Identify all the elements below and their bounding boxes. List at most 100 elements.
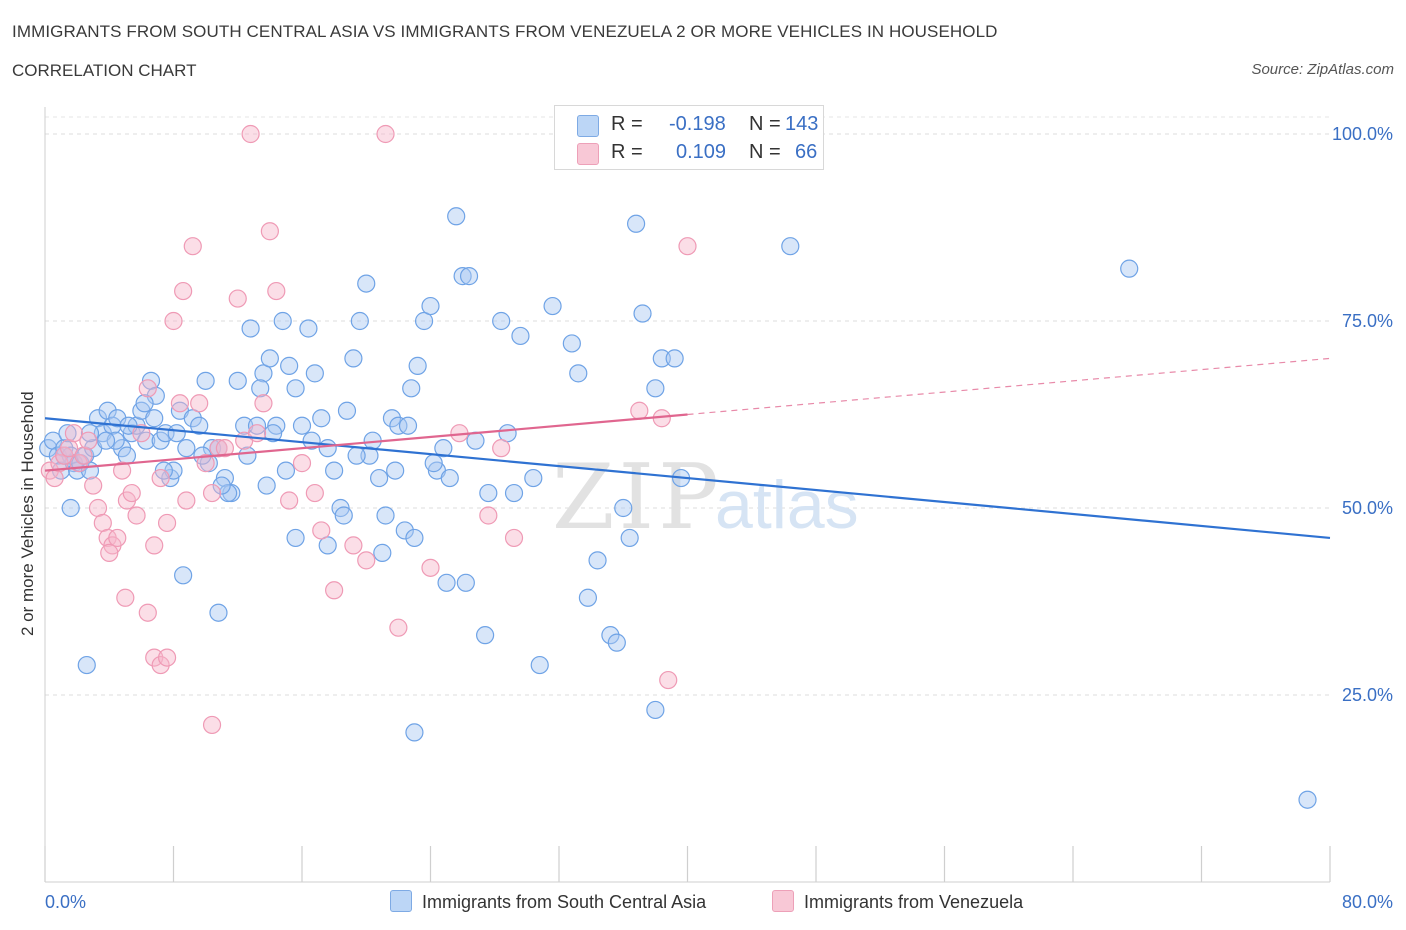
legend-r-label: R =	[611, 141, 643, 163]
data-point	[135, 394, 154, 413]
trend-line-venezuela	[44, 413, 688, 472]
legend-n-value: 66	[795, 141, 818, 163]
data-point	[241, 319, 260, 338]
data-point	[646, 379, 665, 398]
data-point	[280, 356, 299, 375]
data-point	[151, 468, 170, 488]
data-point	[251, 379, 270, 398]
data-point	[174, 566, 193, 585]
data-point	[405, 528, 424, 548]
legend-swatch-pink	[577, 143, 599, 165]
data-point	[350, 311, 369, 331]
data-point	[578, 588, 598, 607]
data-point	[395, 521, 414, 540]
data-point	[337, 401, 357, 420]
data-point	[112, 461, 132, 480]
data-point	[202, 483, 222, 503]
data-point	[299, 319, 318, 338]
x-tick-labels: 0.0% 80.0%	[45, 892, 1393, 912]
correlation-legend: R = -0.198 N = 143 R = 0.109 N = 66	[554, 105, 824, 170]
data-point	[286, 379, 305, 398]
data-point	[157, 648, 177, 667]
data-point	[254, 394, 273, 413]
data-point	[414, 311, 434, 331]
data-point	[421, 558, 440, 577]
data-point	[190, 416, 209, 435]
legend-r-value: 0.109	[676, 141, 727, 163]
y-tick-label: 25.0%	[1342, 685, 1393, 705]
data-point	[122, 483, 141, 503]
data-point	[398, 416, 418, 435]
data-point	[652, 349, 671, 368]
data-point	[202, 715, 222, 735]
data-point	[386, 461, 405, 480]
data-point	[569, 364, 588, 383]
data-point	[209, 439, 228, 458]
data-point	[164, 311, 183, 331]
bottom-legend-venezuela: Immigrants from Venezuela	[772, 890, 1023, 913]
data-point	[64, 424, 84, 443]
data-point	[79, 431, 98, 450]
data-point	[370, 468, 389, 488]
data-point	[145, 409, 164, 428]
data-point	[108, 528, 127, 548]
data-point	[100, 543, 119, 562]
data-point	[238, 446, 257, 465]
data-point	[254, 364, 273, 383]
legend-r-value: -0.198	[669, 113, 726, 135]
data-point	[292, 454, 312, 473]
data-point	[312, 521, 331, 540]
data-point	[504, 528, 524, 548]
data-point	[302, 431, 321, 450]
legend-n-value: 143	[785, 113, 819, 135]
x-tick-label: 80.0%	[1342, 892, 1393, 912]
data-point	[601, 626, 620, 645]
data-point	[61, 498, 80, 518]
data-point	[170, 394, 190, 413]
data-point	[633, 304, 652, 323]
data-point	[318, 439, 337, 458]
chart-title: IMMIGRANTS FROM SOUTH CENTRAL ASIA VS IM…	[12, 22, 998, 41]
bottom-legend-swatch-pink	[772, 890, 794, 912]
data-point	[257, 476, 276, 495]
trend-line-south-central-asia	[44, 417, 1331, 540]
watermark: ZIP atlas	[552, 445, 859, 550]
data-point	[209, 603, 228, 622]
data-point	[504, 483, 524, 503]
data-point	[402, 379, 421, 398]
gridlines	[45, 116, 1330, 696]
trend-lines	[44, 357, 1331, 540]
data-point	[476, 626, 495, 645]
data-point	[280, 491, 299, 510]
data-point	[167, 424, 186, 443]
data-point	[466, 431, 485, 450]
data-point	[228, 371, 247, 390]
data-point	[157, 513, 177, 533]
series-venezuela-points	[40, 124, 697, 735]
data-point	[424, 454, 443, 473]
data-point	[437, 573, 456, 592]
data-point	[511, 326, 530, 346]
data-point	[456, 573, 475, 592]
data-point	[267, 281, 286, 301]
data-point	[665, 349, 684, 368]
data-point	[183, 237, 202, 256]
data-point	[325, 461, 344, 480]
data-point	[447, 207, 466, 226]
trend-line-venezuela-extension	[687, 357, 1331, 416]
legend-swatch-blue	[577, 115, 599, 137]
data-point	[453, 267, 472, 286]
data-point	[174, 281, 193, 301]
data-point	[116, 588, 135, 607]
data-point	[344, 349, 363, 368]
data-point	[421, 296, 440, 316]
data-point	[678, 237, 697, 256]
data-point	[492, 311, 511, 331]
legend-r-label: R =	[611, 113, 643, 135]
data-point	[58, 424, 77, 443]
data-point	[312, 409, 331, 428]
data-point	[524, 468, 543, 488]
data-point	[305, 483, 324, 503]
data-point	[276, 461, 296, 480]
y-axis-label: 2 or more Vehicles in Household	[18, 391, 37, 636]
